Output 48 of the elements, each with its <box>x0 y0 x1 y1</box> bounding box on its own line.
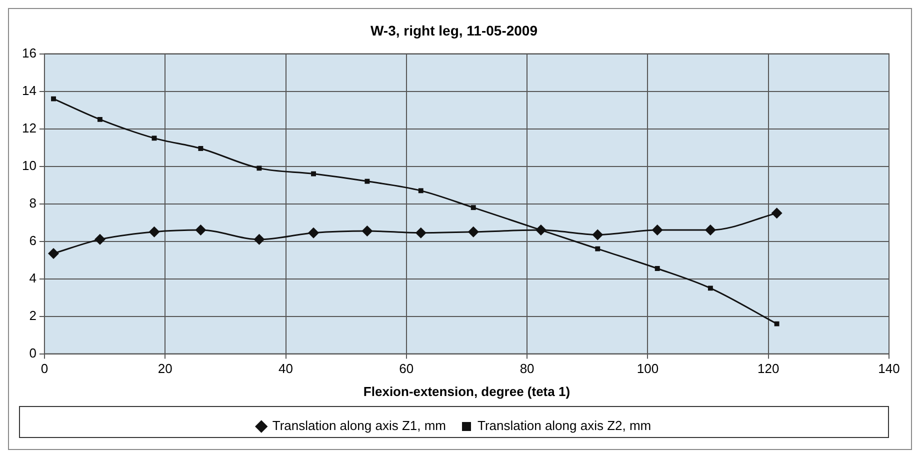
y-tick-label: 10 <box>22 158 36 173</box>
point <box>704 224 716 236</box>
point <box>468 226 479 238</box>
point <box>94 234 106 245</box>
point <box>364 178 370 184</box>
point <box>362 225 373 236</box>
legend-label: Translation along axis Z2, mm <box>478 418 652 434</box>
point <box>654 266 660 271</box>
y-tick-label: 12 <box>22 120 36 136</box>
point <box>148 226 160 238</box>
x-tick-label: 0 <box>40 361 48 376</box>
point <box>198 146 204 151</box>
point <box>97 116 102 122</box>
point <box>652 224 663 236</box>
y-tick-label: 14 <box>22 82 36 98</box>
chart-title: W-3, right leg, 11-05-2009 <box>370 22 538 38</box>
point <box>535 224 546 236</box>
x-tick-label: 80 <box>520 361 534 376</box>
point <box>774 321 780 326</box>
point <box>311 171 316 176</box>
y-tick-label: 2 <box>29 308 36 323</box>
x-tick-label: 40 <box>278 361 293 376</box>
point <box>254 234 265 245</box>
x-axis-title: Flexion-extension, degree (teta 1) <box>363 384 570 399</box>
x-tick-label: 60 <box>399 361 414 376</box>
y-tick-label: 16 <box>22 45 36 60</box>
x-tick-label: 20 <box>158 361 172 376</box>
y-tick-label: 0 <box>29 345 36 360</box>
point <box>708 286 713 291</box>
point <box>48 248 60 259</box>
point <box>256 166 262 171</box>
x-tick-label: 100 <box>636 361 659 376</box>
y-tick-label: 4 <box>29 270 36 286</box>
point <box>592 229 604 240</box>
x-tick-label: 140 <box>878 361 900 376</box>
point <box>418 188 424 194</box>
point <box>308 227 320 238</box>
point <box>595 246 600 252</box>
point <box>152 136 157 141</box>
point <box>51 96 56 102</box>
y-tick-label: 8 <box>29 195 36 210</box>
x-tick-label: 120 <box>758 361 780 376</box>
point <box>415 227 426 238</box>
legend-label: Translation along axis Z1, mm <box>272 418 446 434</box>
point <box>470 205 476 210</box>
point <box>195 224 206 236</box>
point <box>771 208 782 219</box>
y-tick-label: 6 <box>29 232 36 248</box>
